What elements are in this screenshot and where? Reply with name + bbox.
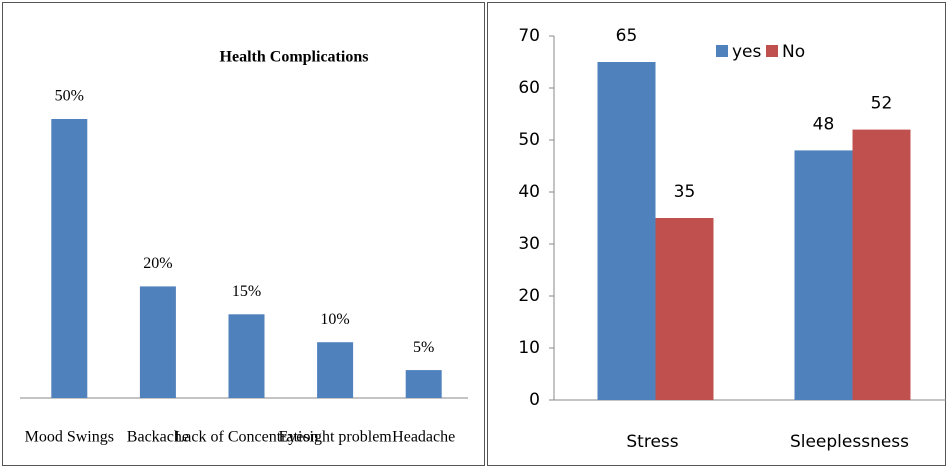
- data-label: 35: [674, 182, 696, 202]
- y-tick-label: 30: [518, 234, 540, 254]
- data-label: 52: [871, 94, 893, 114]
- legend-swatch: [716, 45, 728, 57]
- bar: [655, 218, 714, 400]
- y-tick-label: 70: [518, 26, 540, 46]
- data-label: 15%: [232, 283, 261, 300]
- legend-swatch: [766, 45, 778, 57]
- legend-label: No: [782, 42, 805, 62]
- y-tick-label: 40: [518, 182, 540, 202]
- bar: [852, 129, 911, 400]
- y-tick-label: 60: [518, 78, 540, 98]
- data-label: 10%: [320, 311, 349, 328]
- x-tick-label: Lack of Concentration: [175, 429, 319, 446]
- x-tick-label: Headache: [392, 429, 455, 446]
- data-label: 5%: [413, 339, 434, 356]
- y-tick-label: 50: [518, 130, 540, 150]
- bar: [405, 370, 442, 398]
- data-label: 65: [616, 26, 638, 46]
- bar: [317, 342, 354, 398]
- bar: [794, 150, 853, 400]
- bar: [228, 314, 265, 398]
- bar: [51, 119, 88, 398]
- x-tick-label: Mood Swings: [25, 429, 114, 446]
- x-tick-label: Eyesight problem: [278, 429, 392, 446]
- data-label: 20%: [143, 255, 172, 272]
- y-tick-label: 20: [518, 286, 540, 306]
- x-tick-label: Sleeplessness: [790, 432, 909, 452]
- bar: [597, 62, 656, 400]
- x-tick-label: Stress: [626, 432, 678, 452]
- data-label: 50%: [55, 88, 84, 105]
- legend-label: yes: [732, 42, 762, 62]
- chart-title: Health Complications: [220, 49, 369, 66]
- data-label: 48: [813, 114, 835, 134]
- x-tick-label: Backache: [127, 429, 189, 446]
- y-tick-label: 10: [518, 338, 540, 358]
- bar: [139, 286, 176, 398]
- y-tick-label: 0: [529, 390, 540, 410]
